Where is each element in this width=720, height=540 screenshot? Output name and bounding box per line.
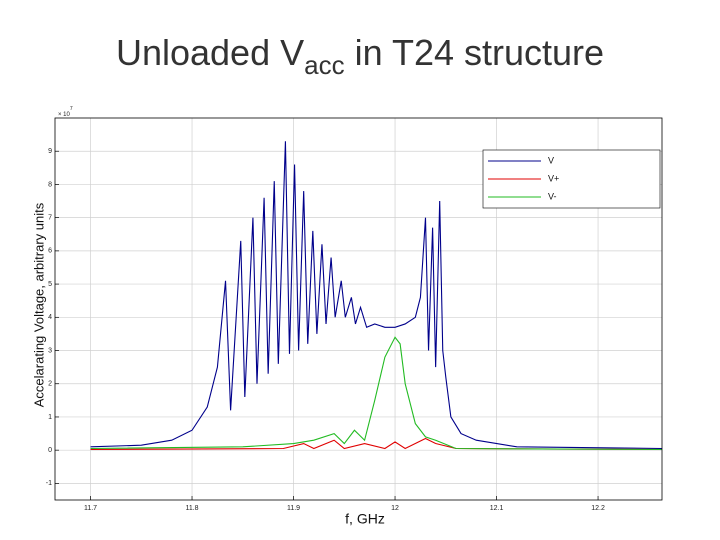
y-tick-label: 2 xyxy=(48,381,52,388)
x-tick-label: 12.2 xyxy=(591,505,605,512)
legend-label: V xyxy=(548,155,554,165)
multiplier-exponent: 7 xyxy=(70,106,73,112)
y-tick-label: 3 xyxy=(48,347,52,354)
y-axis-label: Accelarating Voltage, arbitrary units xyxy=(31,202,46,407)
line-series xyxy=(90,141,663,450)
y-tick-label: 4 xyxy=(48,314,52,321)
y-tick-label: 0 xyxy=(48,447,52,454)
title-sub: acc xyxy=(304,50,344,80)
y-tick-label: 5 xyxy=(48,281,52,288)
y-multiplier: × 107 xyxy=(58,106,73,117)
title-main: Unloaded V xyxy=(116,32,304,73)
line-series xyxy=(90,336,663,451)
title-rest: in T24 structure xyxy=(345,32,604,73)
y-tick-label: 1 xyxy=(48,414,52,421)
multiplier-base: × 10 xyxy=(58,112,71,118)
legend-label: V+ xyxy=(548,173,559,183)
x-axis-label: f, GHz xyxy=(345,511,385,527)
x-tick-label: 11.7 xyxy=(84,505,97,512)
x-tick-label: 11.8 xyxy=(185,505,198,512)
plot-border xyxy=(54,117,663,501)
line-series xyxy=(90,437,663,451)
x-tick-label: 12 xyxy=(391,505,399,512)
y-tick-label: 9 xyxy=(48,148,52,155)
x-tick-label: 11.9 xyxy=(287,505,300,512)
y-tick-label: 7 xyxy=(48,214,52,221)
legend-label: V- xyxy=(548,191,557,201)
x-tick-label: 12.1 xyxy=(490,505,504,512)
y-tick-label: 6 xyxy=(48,248,52,255)
y-tick-label: -1 xyxy=(46,480,52,487)
chart-title: Unloaded Vacc in T24 structure xyxy=(116,32,604,80)
y-tick-label: 8 xyxy=(48,181,52,188)
